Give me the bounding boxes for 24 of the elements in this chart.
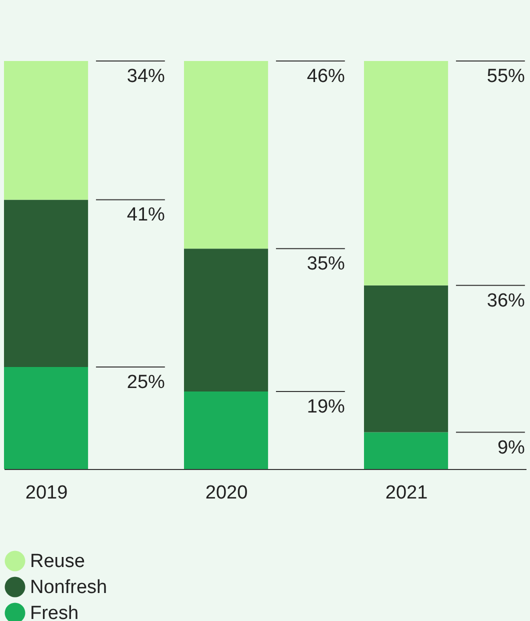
bar [364,432,448,469]
bar [184,61,268,249]
x-tick-label: 2020 [205,482,248,504]
bar [364,285,448,432]
data-label: 19% [306,396,346,418]
bar [4,367,88,469]
bar [184,248,268,392]
legend-label: Reuse [30,551,85,572]
bar [4,200,88,367]
data-label: 35% [306,254,346,275]
legend-label: Nonfresh [30,577,108,598]
x-tick-label: 2019 [25,482,68,504]
bar [4,61,88,200]
bar [364,61,448,286]
data-label: 36% [486,290,526,312]
bar [184,391,268,469]
data-label: 9% [497,437,526,458]
data-label: 25% [126,372,166,393]
x-tick-label: 2021 [385,482,428,504]
data-label: 46% [306,66,346,87]
data-label: 41% [126,204,166,226]
legend-label: Fresh [30,603,79,621]
data-label: 55% [486,66,526,87]
data-label: 34% [126,66,166,87]
